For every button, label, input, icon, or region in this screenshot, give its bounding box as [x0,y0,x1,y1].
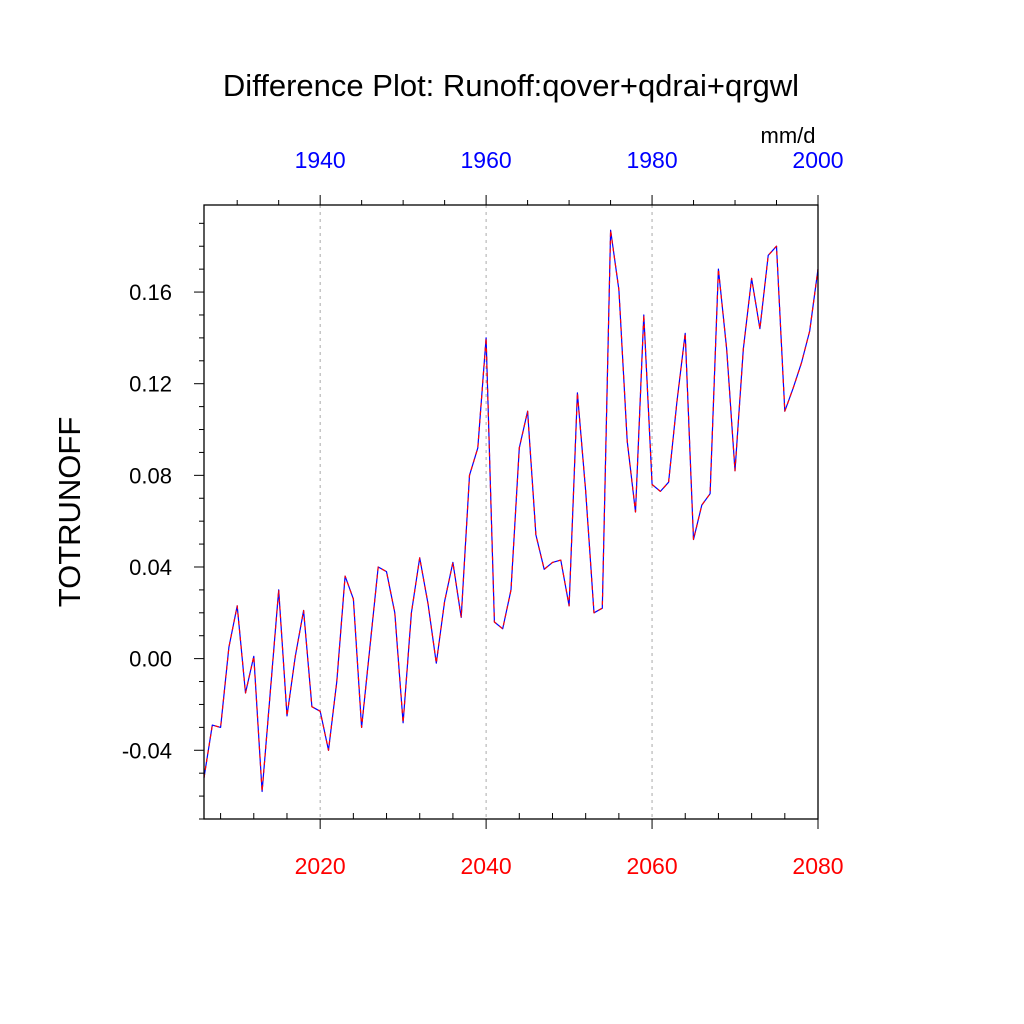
x-bottom-tick-label: 2020 [295,853,346,879]
plot-frame [203,204,819,820]
x-bottom-tick-label: 2040 [461,853,512,879]
chart-title: Difference Plot: Runoff:qover+qdrai+qrgw… [223,68,799,103]
y-tick-label: 0.08 [129,463,172,488]
x-top-tick-label: 1980 [626,147,677,173]
x-top-tick-label: 2000 [792,147,843,173]
axis-ticks [194,195,819,829]
x-bottom-tick-label: 2060 [626,853,677,879]
y-tick-label: 0.04 [129,555,172,580]
y-tick-label: -0.04 [122,738,172,763]
series-line-red [203,229,819,793]
y-axis-label: TOTRUNOFF [52,417,87,608]
y-tick-label: 0.16 [129,280,172,305]
grid-lines [319,205,653,819]
series-line-blue [203,229,819,793]
y-tick-label: 0.00 [129,647,172,672]
tick-labels: 2020 2040 2060 2080 1940 1960 1980 2000 -0.04 0.0… [122,147,844,879]
x-top-tick-label: 1940 [295,147,346,173]
units-label: mm/d [761,123,816,148]
x-bottom-tick-label: 2080 [792,853,843,879]
x-top-tick-label: 1960 [461,147,512,173]
y-tick-label: 0.12 [129,372,172,397]
series-lines [203,229,819,793]
